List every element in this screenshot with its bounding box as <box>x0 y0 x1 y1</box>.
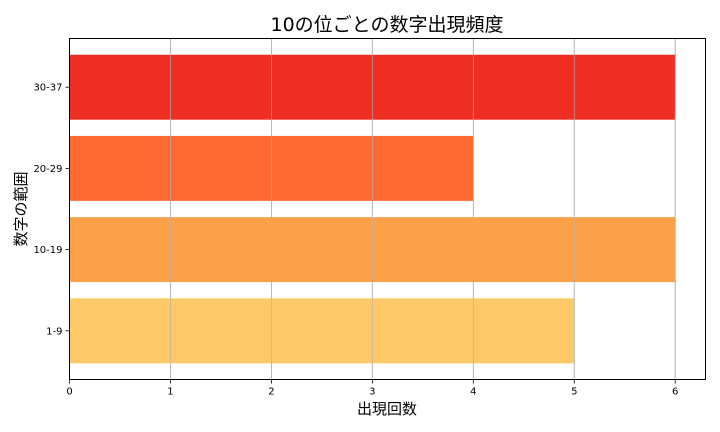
x-axis-label: 出現回数 <box>357 400 417 418</box>
y-tick-label: 20-29 <box>33 164 62 175</box>
x-tick-label: 2 <box>268 387 274 398</box>
bar-1-9 <box>69 298 575 364</box>
x-tick-label: 4 <box>470 387 476 398</box>
y-tick-label: 30-37 <box>33 83 62 94</box>
y-axis-label: 数字の範囲 <box>12 171 30 246</box>
bars <box>69 38 676 380</box>
y-axis-ticks: 1-9 10-19 20-29 30-37 <box>33 83 70 337</box>
plot-frame <box>69 38 706 380</box>
y-tick-label: 1-9 <box>46 326 62 337</box>
x-tick-label: 3 <box>369 387 375 398</box>
x-tick-label: 5 <box>571 387 577 398</box>
chart-title: 10の位ごとの数字出現頻度 <box>271 14 504 36</box>
x-tick-label: 0 <box>66 387 72 398</box>
x-tick-label: 1 <box>167 387 173 398</box>
x-axis-ticks: 0 1 2 3 4 5 6 <box>66 379 678 398</box>
y-tick-label: 10-19 <box>33 245 62 256</box>
x-tick-label: 6 <box>672 387 678 398</box>
